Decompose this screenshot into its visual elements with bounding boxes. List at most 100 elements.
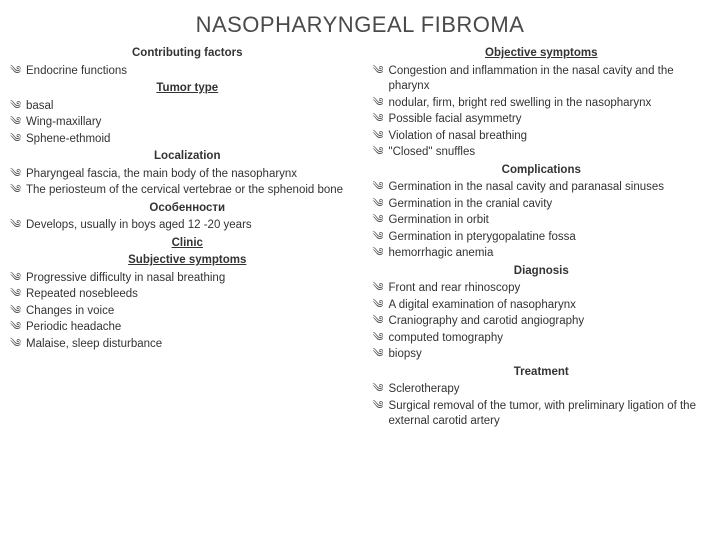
list-item-text: Craniography and carotid angiography — [389, 314, 712, 330]
heading-objective: Objective symptoms — [371, 46, 712, 62]
list-item-text: Congestion and inflammation in the nasal… — [389, 64, 712, 95]
list-item-text: Sphene-ethmoid — [26, 132, 367, 148]
list-osob: ༄Develops, usually in boys aged 12 -20 y… — [8, 218, 367, 234]
list-item: ༄Wing-maxillary — [8, 115, 367, 131]
list-item-text: Progressive difficulty in nasal breathin… — [26, 271, 367, 287]
list-item-text: nodular, firm, bright red swelling in th… — [389, 96, 712, 112]
heading-diagnosis: Diagnosis — [371, 264, 712, 280]
bullet-icon: ༄ — [8, 287, 26, 303]
bullet-icon: ༄ — [8, 99, 26, 115]
list-item: ༄Sclerotherapy — [371, 382, 712, 398]
list-diag: ༄Front and rear rhinoscopy༄A digital exa… — [371, 281, 712, 363]
bullet-icon: ༄ — [371, 129, 389, 145]
list-item: ༄Changes in voice — [8, 304, 367, 320]
list-item: ༄Periodic headache — [8, 320, 367, 336]
list-item: ༄Malaise, sleep disturbance — [8, 337, 367, 353]
list-item-text: Front and rear rhinoscopy — [389, 281, 712, 297]
list-item-text: hemorrhagic anemia — [389, 246, 712, 262]
bullet-icon: ༄ — [8, 64, 26, 80]
list-local: ༄Pharyngeal fascia, the main body of the… — [8, 167, 367, 199]
page-title: NASOPHARYNGEAL FIBROMA — [0, 0, 720, 44]
list-item: ༄biopsy — [371, 347, 712, 363]
bullet-icon: ༄ — [371, 298, 389, 314]
list-item-text: Endocrine functions — [26, 64, 367, 80]
list-item-text: Germination in the nasal cavity and para… — [389, 180, 712, 196]
list-item-text: Malaise, sleep disturbance — [26, 337, 367, 353]
bullet-icon: ༄ — [371, 281, 389, 297]
list-item: ༄Germination in pterygopalatine fossa — [371, 230, 712, 246]
bullet-icon: ༄ — [371, 197, 389, 213]
list-item: ༄The periosteum of the cervical vertebra… — [8, 183, 367, 199]
list-item: ༄Develops, usually in boys aged 12 -20 y… — [8, 218, 367, 234]
list-item-text: Violation of nasal breathing — [389, 129, 712, 145]
bullet-icon: ༄ — [371, 180, 389, 196]
list-item-text: Repeated nosebleeds — [26, 287, 367, 303]
list-contrib: ༄Endocrine functions — [8, 64, 367, 80]
list-item: ༄Germination in orbit — [371, 213, 712, 229]
list-item-text: Wing-maxillary — [26, 115, 367, 131]
bullet-icon: ༄ — [371, 96, 389, 112]
list-item: ༄A digital examination of nasopharynx — [371, 298, 712, 314]
list-item: ༄Congestion and inflammation in the nasa… — [371, 64, 712, 95]
list-item: ༄Pharyngeal fascia, the main body of the… — [8, 167, 367, 183]
list-treat: ༄Sclerotherapy༄Surgical removal of the t… — [371, 382, 712, 430]
list-item: ༄Violation of nasal breathing — [371, 129, 712, 145]
bullet-icon: ༄ — [8, 218, 26, 234]
heading-osobennosti: Особенности — [8, 201, 367, 217]
left-column: Contributing factors ༄Endocrine function… — [8, 44, 367, 431]
bullet-icon: ༄ — [371, 64, 389, 80]
heading-contributing: Contributing factors — [8, 46, 367, 62]
bullet-icon: ༄ — [8, 271, 26, 287]
list-tumor: ༄basal༄Wing-maxillary༄Sphene-ethmoid — [8, 99, 367, 148]
list-item: ༄Endocrine functions — [8, 64, 367, 80]
bullet-icon: ༄ — [8, 132, 26, 148]
list-item-text: Changes in voice — [26, 304, 367, 320]
bullet-icon: ༄ — [371, 314, 389, 330]
list-item: ༄hemorrhagic anemia — [371, 246, 712, 262]
list-item-text: Surgical removal of the tumor, with prel… — [389, 399, 712, 430]
bullet-icon: ༄ — [8, 167, 26, 183]
bullet-icon: ༄ — [371, 382, 389, 398]
content-columns: Contributing factors ༄Endocrine function… — [0, 44, 720, 431]
list-item: ༄nodular, firm, bright red swelling in t… — [371, 96, 712, 112]
bullet-icon: ༄ — [371, 246, 389, 262]
list-item-text: Pharyngeal fascia, the main body of the … — [26, 167, 367, 183]
list-item-text: Possible facial asymmetry — [389, 112, 712, 128]
list-item: ༄Possible facial asymmetry — [371, 112, 712, 128]
list-item-text: Germination in the cranial cavity — [389, 197, 712, 213]
list-subj: ༄Progressive difficulty in nasal breathi… — [8, 271, 367, 353]
heading-subjective: Subjective symptoms — [8, 253, 367, 269]
list-item-text: Periodic headache — [26, 320, 367, 336]
list-item: ༄Sphene-ethmoid — [8, 132, 367, 148]
bullet-icon: ༄ — [371, 399, 389, 415]
bullet-icon: ༄ — [371, 213, 389, 229]
list-item-text: The periosteum of the cervical vertebrae… — [26, 183, 367, 199]
bullet-icon: ༄ — [371, 331, 389, 347]
list-comp: ༄Germination in the nasal cavity and par… — [371, 180, 712, 262]
list-item-text: biopsy — [389, 347, 712, 363]
list-item: ༄computed tomography — [371, 331, 712, 347]
heading-complications: Complications — [371, 163, 712, 179]
bullet-icon: ༄ — [371, 230, 389, 246]
list-item: ༄Craniography and carotid angiography — [371, 314, 712, 330]
bullet-icon: ༄ — [8, 115, 26, 131]
bullet-icon: ༄ — [371, 112, 389, 128]
list-item: ༄basal — [8, 99, 367, 115]
list-obj: ༄Congestion and inflammation in the nasa… — [371, 64, 712, 161]
heading-localization: Localization — [8, 149, 367, 165]
list-item: ༄"Closed" snuffles — [371, 145, 712, 161]
bullet-icon: ༄ — [8, 320, 26, 336]
list-item: ༄Front and rear rhinoscopy — [371, 281, 712, 297]
bullet-icon: ༄ — [371, 347, 389, 363]
list-item-text: Germination in pterygopalatine fossa — [389, 230, 712, 246]
list-item-text: A digital examination of nasopharynx — [389, 298, 712, 314]
heading-tumor-type: Tumor type — [8, 81, 367, 97]
list-item: ༄Surgical removal of the tumor, with pre… — [371, 399, 712, 430]
right-column: Objective symptoms ༄Congestion and infla… — [367, 44, 712, 431]
list-item-text: computed tomography — [389, 331, 712, 347]
list-item: ༄Germination in the cranial cavity — [371, 197, 712, 213]
heading-treatment: Treatment — [371, 365, 712, 381]
list-item-text: Sclerotherapy — [389, 382, 712, 398]
list-item: ༄Progressive difficulty in nasal breathi… — [8, 271, 367, 287]
list-item: ༄Germination in the nasal cavity and par… — [371, 180, 712, 196]
